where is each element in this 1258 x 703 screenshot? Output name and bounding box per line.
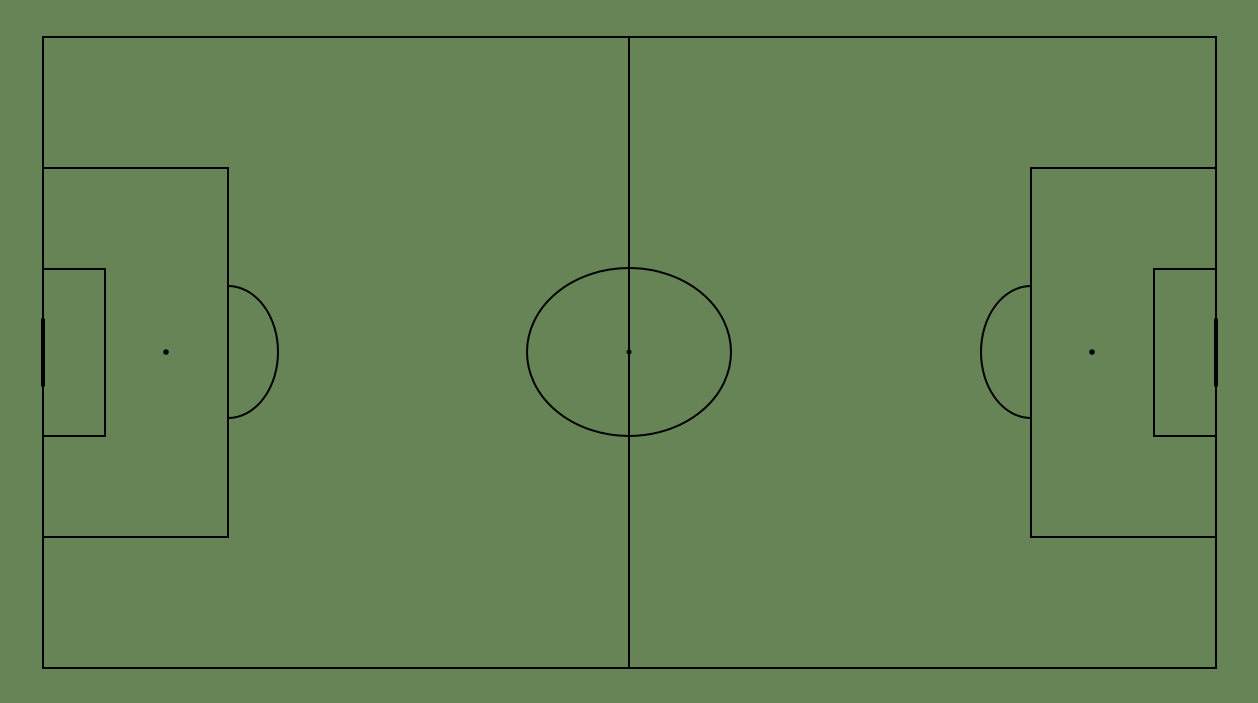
center-circle [526,267,732,437]
center-spot [626,349,632,355]
penalty-arc-right [980,285,1032,419]
penalty-spot-right [1089,349,1095,355]
penalty-spot-left [163,349,169,355]
penalty-arc-left [227,285,279,419]
